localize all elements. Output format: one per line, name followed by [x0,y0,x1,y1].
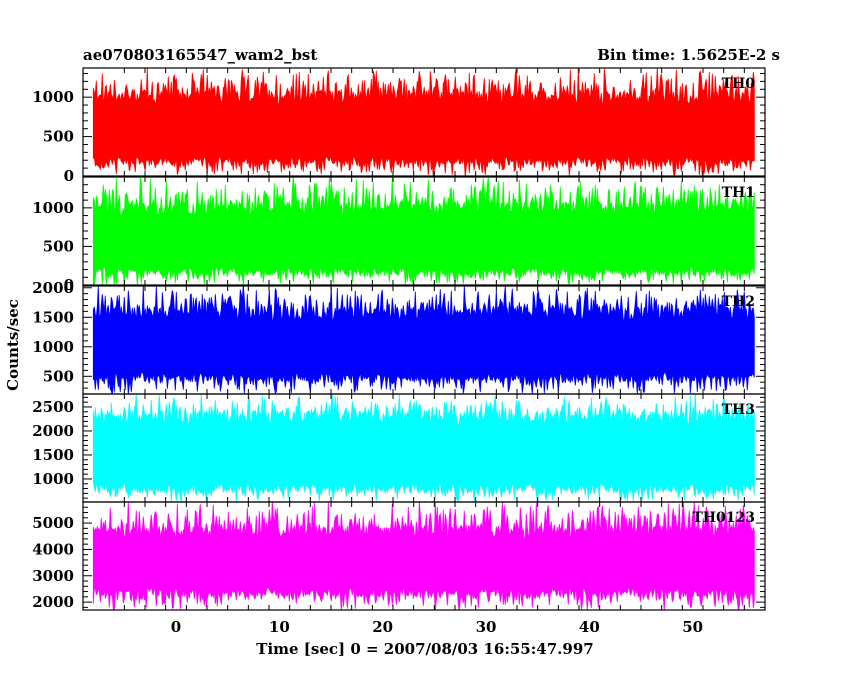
panel-th2: 500 1000 1500 2000 TH2 [32,279,766,395]
series-th3-band [92,394,755,502]
panel-label-th0: TH0 [722,76,756,92]
y-tick-label-th2-1000: 1000 [32,338,74,356]
y-tick-label-th2-500: 500 [43,367,74,385]
x-tick-label-20: 20 [372,618,393,636]
x-tick-label-40: 40 [579,618,600,636]
y-tick-label-th0-500: 500 [43,128,74,146]
bin-time-subtitle: Bin time: 1.5625E-2 s [597,46,780,64]
panel-th1: 0 500 1000 TH1 [32,176,766,294]
y-axis-label: Counts/sec [4,299,22,391]
panel-th0123: 2000 3000 4000 5000 TH0123 [32,501,766,611]
y-tick-label-th3-1000: 1000 [32,470,74,488]
y-tick-label-th1-1000: 1000 [32,199,74,217]
panel-th0: 0 500 1000 TH0 [32,67,766,185]
series-th0-band [92,68,755,176]
x-tick-label-30: 30 [476,618,497,636]
series-th2-band [92,286,755,394]
series-th0123-band [92,502,755,610]
panels-group: 0 500 1000 TH0 0 500 1000 TH1 500 1000 1500 2000 TH2… [32,67,766,611]
y-tick-label-th0123-5000: 5000 [32,514,74,532]
panel-label-th0123: TH0123 [692,510,755,526]
y-tick-label-th1-0: 0 [64,276,74,294]
y-tick-label-th0123-3000: 3000 [32,567,74,585]
chart-title: ae070803165547_wam2_bst [83,46,317,64]
panel-frame-th0123 [82,501,766,611]
y-tick-label-th0123-4000: 4000 [32,540,74,558]
panel-label-th1: TH1 [722,185,755,201]
y-tick-label-th2-1500: 1500 [32,308,74,326]
y-tick-label-th2-2000: 2000 [32,279,74,297]
y-tick-label-th3-2500: 2500 [32,398,74,416]
y-tick-label-th1-500: 500 [43,237,74,255]
x-axis-label: Time [sec] 0 = 2007/08/03 16:55:47.997 [256,640,593,658]
y-tick-label-th3-1500: 1500 [32,446,74,464]
y-tick-label-th0-0: 0 [64,167,74,185]
panel-frame-th0 [82,67,766,177]
series-th1-band [92,177,755,285]
x-tick-label-50: 50 [682,618,703,636]
panel-th3: 1000 1500 2000 2500 TH3 [32,393,766,503]
y-tick-label-th0-1000: 1000 [32,88,74,106]
x-tick-labels: 0 10 20 30 40 50 [171,618,703,636]
y-tick-label-th0123-2000: 2000 [32,593,74,611]
panel-label-th2: TH2 [722,294,755,310]
panel-label-th3: TH3 [722,402,755,418]
y-tick-label-th3-2000: 2000 [32,422,74,440]
x-tick-label-10: 10 [269,618,290,636]
x-tick-label-0: 0 [171,618,181,636]
